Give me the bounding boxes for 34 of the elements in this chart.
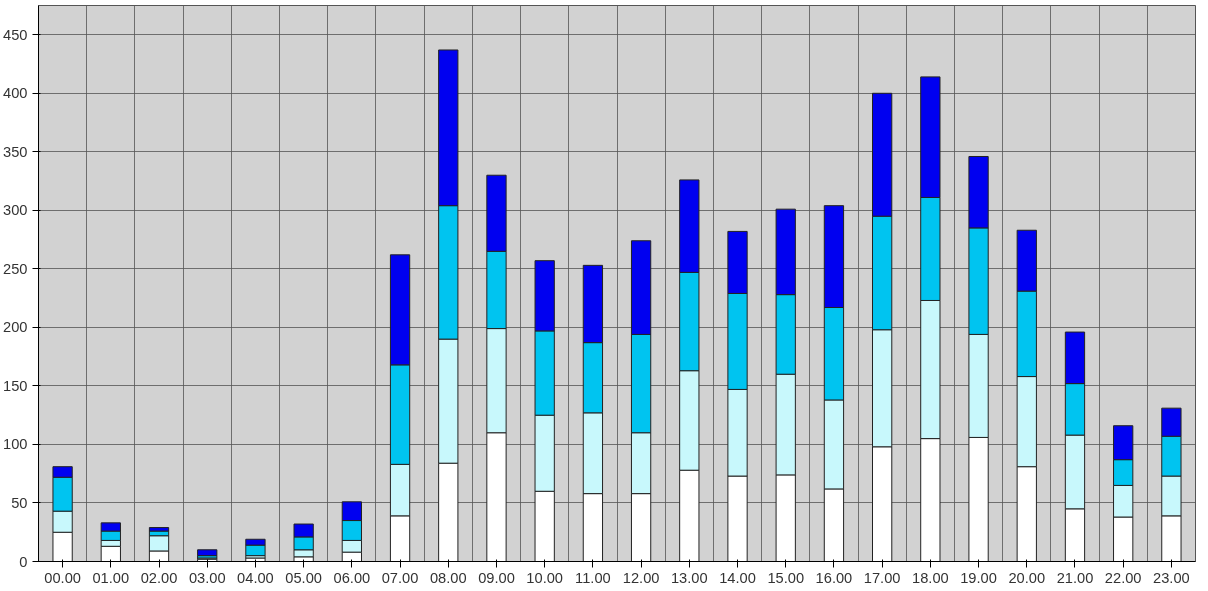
x-tick-label: 22.00 xyxy=(1104,569,1142,586)
y-tick-label: 0 xyxy=(19,553,28,570)
x-tick-label: 21.00 xyxy=(1056,569,1094,586)
y-tick-label: 350 xyxy=(3,143,28,160)
y-tick-label: 100 xyxy=(3,436,28,453)
y-tick-label: 400 xyxy=(3,85,28,102)
x-tick-label: 19.00 xyxy=(960,569,997,586)
x-tick-label: 20.00 xyxy=(1008,569,1046,586)
x-tick-label: 04.00 xyxy=(237,569,274,586)
x-tick-label: 08.00 xyxy=(429,569,467,586)
x-tick-label: 06.00 xyxy=(333,569,371,586)
x-tick-label: 10.00 xyxy=(526,569,564,586)
x-tick-label: 05.00 xyxy=(285,569,322,586)
x-tick-label: 07.00 xyxy=(381,569,419,586)
y-tick-label: 300 xyxy=(3,202,28,219)
x-tick-label: 12.00 xyxy=(622,569,660,586)
y-tick-label: 50 xyxy=(11,494,28,511)
x-tick-label: 14.00 xyxy=(719,569,756,586)
x-tick-label: 03.00 xyxy=(188,569,226,586)
x-tick-label: 00.00 xyxy=(44,569,81,586)
y-tick-label: 250 xyxy=(3,260,28,277)
x-tick-label: 16.00 xyxy=(815,569,853,586)
x-tick-label: 17.00 xyxy=(863,569,901,586)
x-tick-label: 02.00 xyxy=(140,569,178,586)
y-tick-label: 200 xyxy=(3,319,28,336)
y-tick-label: 150 xyxy=(3,377,28,394)
x-tick-label: 15.00 xyxy=(767,569,805,586)
x-tick-label: 11.00 xyxy=(575,569,611,586)
x-tick-label: 09.00 xyxy=(478,569,515,586)
y-tick-label: 450 xyxy=(3,26,28,43)
x-tick-label: 01.00 xyxy=(92,569,130,586)
x-tick-label: 18.00 xyxy=(912,569,949,586)
x-tick-label: 13.00 xyxy=(670,569,708,586)
x-tick-label: 23.00 xyxy=(1153,569,1190,586)
